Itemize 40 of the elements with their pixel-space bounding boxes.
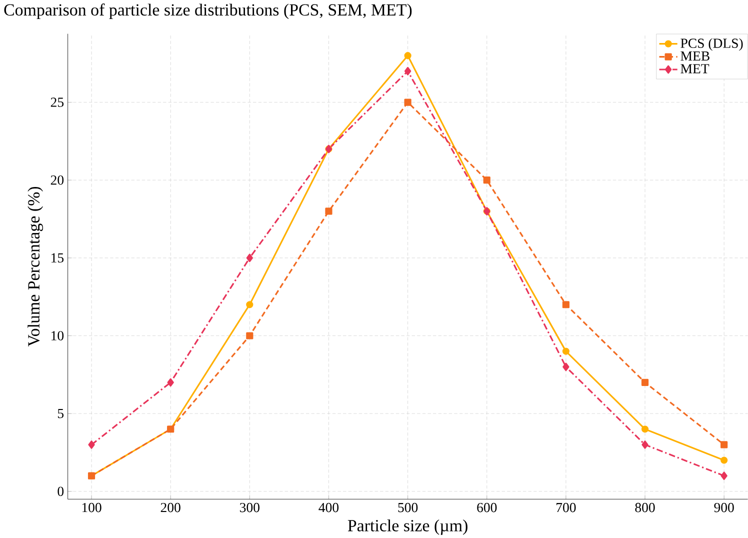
- y-tick-label: 25: [50, 97, 64, 107]
- legend-label: PCS (DLS): [680, 38, 743, 51]
- x-tick-label: 900: [714, 502, 734, 512]
- y-tick-label: 10: [52, 330, 64, 340]
- x-axis-title: Particle size (µm): [348, 519, 468, 535]
- x-tick-label: 600: [477, 502, 497, 512]
- x-tick-label: 200: [160, 502, 180, 512]
- legend-label: MEB: [680, 51, 710, 60]
- x-tick-label: 400: [318, 502, 339, 512]
- point: [167, 378, 174, 386]
- y-tick-label: 5: [58, 408, 64, 418]
- y-tick-label: 15: [52, 253, 64, 262]
- chart-title: Comparison of particle size distributions (PCS, SEM, MET): [4, 3, 412, 19]
- legend-label: MET: [680, 64, 710, 74]
- point: [562, 300, 570, 308]
- x-tick-label: 500: [398, 502, 418, 512]
- y-tick-label: 0: [58, 486, 64, 496]
- point: [562, 348, 570, 355]
- x-tick-label: 800: [635, 502, 655, 512]
- point: [641, 378, 649, 386]
- point: [246, 332, 254, 340]
- point: [720, 471, 728, 480]
- point: [642, 440, 648, 449]
- point: [641, 425, 649, 432]
- y-tick-label: 20: [50, 175, 64, 185]
- point: [483, 176, 490, 184]
- x-tick-label: 100: [82, 502, 102, 512]
- point: [404, 66, 412, 76]
- point: [562, 362, 570, 371]
- point: [404, 98, 412, 106]
- point: [246, 254, 253, 262]
- point: [88, 440, 95, 449]
- point: [325, 208, 332, 215]
- point: [246, 300, 254, 308]
- x-tick-label: 300: [240, 502, 260, 512]
- point: [404, 52, 412, 59]
- y-axis-title: Volume Percentage (%): [28, 186, 44, 346]
- point: [720, 456, 728, 464]
- x-tick-label: 700: [556, 502, 576, 512]
- point: [720, 440, 728, 448]
